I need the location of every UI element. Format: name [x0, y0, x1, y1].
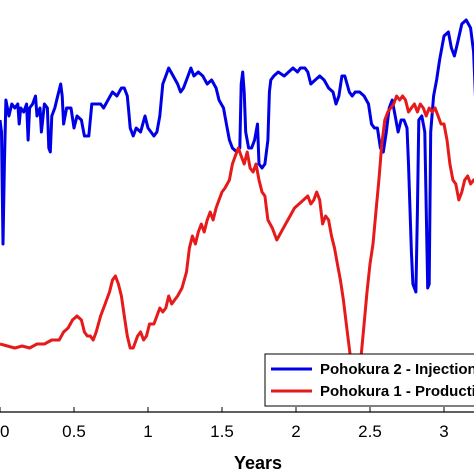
- x-tick-label: 3: [439, 422, 448, 441]
- x-axis-ticks: 0 0.5 1 1.5 2 2.5 3: [0, 407, 449, 441]
- x-axis-title: Years: [234, 453, 282, 473]
- series-layer: [0, 18, 474, 382]
- legend-label-injection: Pohokura 2 - Injection: [320, 361, 474, 378]
- legend-box: [264, 353, 474, 407]
- legend-label-production: Pohokura 1 - Production: [320, 383, 474, 400]
- x-tick-label: 0: [0, 422, 9, 441]
- x-tick-label: 1.5: [210, 422, 234, 441]
- x-tick-label: 2.5: [358, 422, 382, 441]
- legend: Pohokura 2 - Injection Pohokura 1 - Prod…: [264, 353, 474, 407]
- series-line-production: [0, 94, 474, 382]
- series-line-injection: [0, 18, 474, 294]
- x-tick-label: 0.5: [62, 422, 86, 441]
- x-tick-label: 1: [143, 422, 152, 441]
- x-tick-label: 2: [291, 422, 300, 441]
